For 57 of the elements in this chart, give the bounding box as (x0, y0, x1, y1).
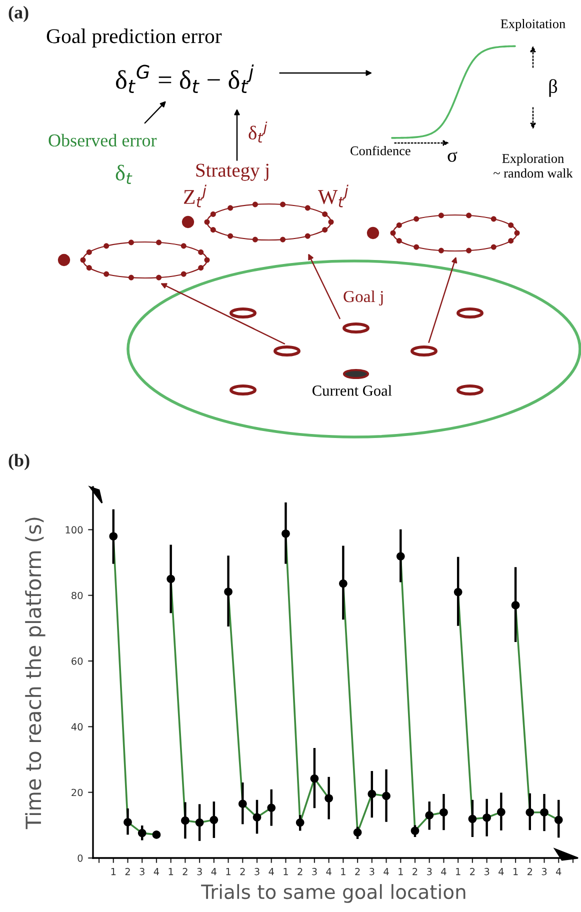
text: β (549, 79, 558, 97)
x-axis-title: Trials to same goal location (201, 884, 466, 903)
text: W$_{t}$$^{j}$ (318, 184, 348, 208)
x-tick-label: 4 (384, 868, 389, 876)
chart-title: (b) (8, 454, 30, 470)
x-tick-label: 2 (182, 868, 188, 876)
x-tick-label: 2 (528, 868, 532, 876)
x-tick-label: 1 (514, 868, 518, 876)
y-tick-label: 80 (72, 592, 83, 600)
text: δ$_{t}$$^{G}$ = δ$_{t}$ − δ$_{t}$$^{j}$ (116, 64, 254, 93)
x-tick-label: 3 (254, 868, 260, 876)
x-tick-label: 3 (140, 868, 144, 876)
text: (a) (8, 6, 28, 22)
x-tick-label: 1 (226, 868, 230, 876)
x-tick-label: 4 (268, 868, 274, 876)
text: Current Goal (312, 385, 392, 396)
x-tick-label: 4 (154, 868, 160, 876)
x-tick-label: 2 (125, 868, 130, 876)
x-tick-label: 2 (298, 868, 302, 876)
text: δ$_{t}$ (116, 164, 132, 184)
text: Goal j (344, 290, 383, 306)
text: Goal prediction error (46, 28, 222, 48)
x-tick-label: 3 (484, 868, 490, 876)
x-tick-label: 1 (168, 868, 174, 876)
x-tick-label: 2 (355, 868, 360, 876)
text: σ (448, 152, 458, 162)
x-tick-label: 4 (556, 868, 562, 876)
x-tick-label: 2 (470, 868, 475, 876)
y-tick-label: 40 (71, 723, 83, 731)
x-tick-label: 3 (312, 868, 317, 876)
x-tick-label: 1 (111, 868, 116, 876)
x-tick-label: 4 (441, 868, 446, 876)
y-tick-label: 60 (72, 657, 83, 665)
y-axis-title: Time to reach the platform (s) (25, 518, 46, 830)
x-tick-label: 3 (427, 868, 432, 876)
x-tick-label: 2 (240, 868, 245, 876)
x-tick-label: 3 (542, 868, 547, 876)
text: Exploitation (500, 19, 566, 31)
text: Exploration ~ random walk (494, 154, 573, 178)
x-tick-label: 1 (284, 868, 288, 876)
x-tick-label: 4 (211, 868, 216, 876)
y-tick-label: 100 (66, 526, 83, 534)
x-tick-label: 4 (498, 868, 504, 876)
text: Z$_{t}$$^{j}$ (184, 184, 206, 208)
x-tick-label: 3 (370, 868, 374, 876)
text: Confidence (350, 146, 410, 156)
y-tick-label: 20 (72, 788, 83, 796)
x-tick-label: 4 (326, 868, 332, 876)
x-tick-label: 1 (398, 868, 403, 876)
x-tick-label: 2 (412, 868, 418, 876)
text: δ$_{t}$$^{j}$ (248, 122, 268, 143)
text: Observed error (48, 134, 157, 147)
x-tick-label: 3 (197, 868, 202, 876)
x-tick-label: 1 (456, 868, 460, 876)
x-tick-label: 1 (341, 868, 346, 876)
text: Strategy j (196, 164, 268, 181)
y-tick-label: 0 (78, 854, 83, 862)
